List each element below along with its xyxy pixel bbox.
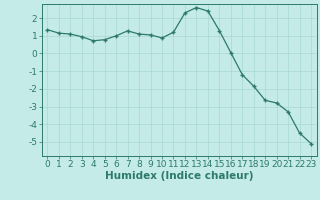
X-axis label: Humidex (Indice chaleur): Humidex (Indice chaleur) [105, 171, 253, 181]
